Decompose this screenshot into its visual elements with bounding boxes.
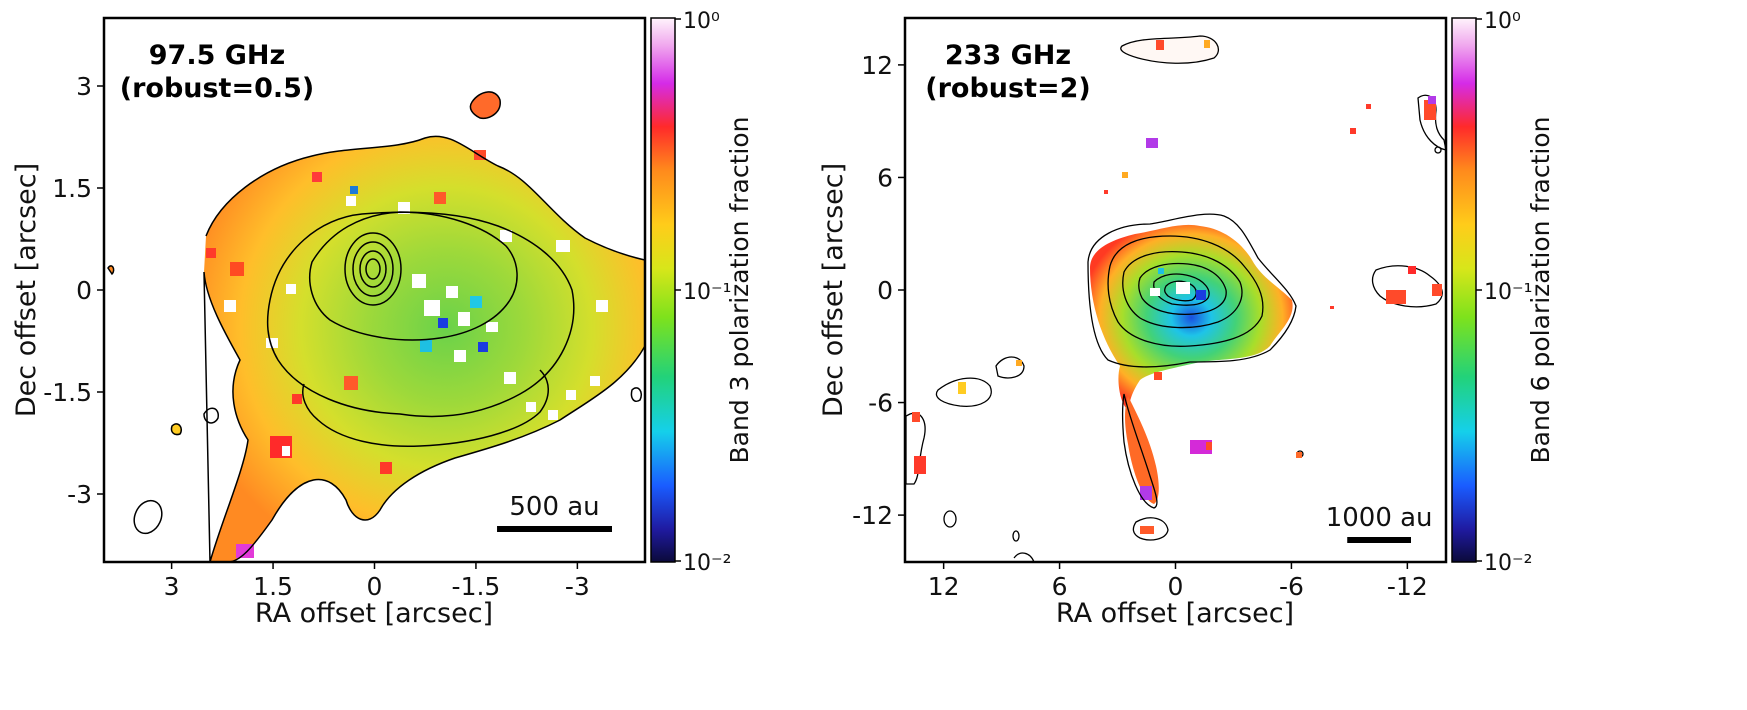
- x-axis-label-band6: RA offset [arcsec]: [1056, 598, 1294, 629]
- colorbar-band6: 10⁰ 10⁻¹ 10⁻² Band 6 polarization fracti…: [1451, 9, 1555, 576]
- beam-ellipse: [943, 510, 957, 528]
- y-tick-label: 0: [877, 276, 893, 305]
- map-band6: [905, 35, 1446, 562]
- y-tick-label: 12: [861, 51, 893, 80]
- contour-island-3: [170, 423, 183, 436]
- y-axis-label-band3: Dec offset [arcsec]: [11, 163, 42, 417]
- contours-band3: [107, 91, 645, 562]
- contour-island-4: [107, 265, 115, 276]
- colorbar-tick-mid-band3: 10⁻¹: [683, 280, 731, 305]
- y-ticks-band6: 12 6 0 -6 -12: [852, 51, 905, 530]
- x-tick-label: -6: [1279, 572, 1304, 601]
- colorbar-label-band3: Band 3 polarization fraction: [725, 117, 754, 464]
- contour-level-2: [1107, 235, 1264, 347]
- y-tick-label: -1.5: [43, 378, 92, 407]
- contour-level-3: [1122, 250, 1243, 329]
- panel-title-band3-freq: 97.5 GHz: [149, 40, 286, 71]
- contour-level-3: [302, 369, 549, 448]
- x-tick-label: -12: [1387, 572, 1428, 601]
- emission-core: [1090, 224, 1293, 410]
- panel-title-band6-robust: (robust=2): [925, 73, 1090, 104]
- contours-band6: [905, 35, 1446, 562]
- contour-level-2: [266, 211, 575, 418]
- polarization-patches: [206, 150, 608, 558]
- contour-level-6: [1164, 280, 1197, 302]
- scale-bar-label-band6: 1000 au: [1326, 503, 1433, 533]
- contour-level-5: [344, 232, 402, 306]
- x-axis-label-band3: RA offset [arcsec]: [255, 598, 493, 629]
- contour-level-1: [1087, 213, 1297, 368]
- panel-title-band3-robust: (robust=0.5): [120, 73, 315, 104]
- colorbar-gradient-band6: [1451, 17, 1477, 563]
- contour-island-5: [630, 387, 643, 402]
- colorbar-tick-bottom-band6: 10⁻²: [1484, 551, 1532, 576]
- panel-band3: 3 1.5 0 -1.5 -3 3 1.5 0 -1.5 -3 97.5 GHz (robust…: [11, 16, 647, 629]
- colorbar-tick-bottom-band3: 10⁻²: [683, 551, 731, 576]
- contour-island-1: [469, 91, 501, 120]
- x-tick-label: 12: [928, 572, 960, 601]
- contour-southeast-blob: [935, 377, 992, 407]
- contour-level-8: [365, 258, 381, 280]
- beam-ellipse: [133, 499, 163, 535]
- contour-west-blob: [1371, 265, 1443, 308]
- polarization-islands: [912, 40, 1442, 534]
- contour-tail: [1121, 393, 1158, 509]
- x-ticks-band3: 3 1.5 0 -1.5 -3: [164, 562, 590, 601]
- contour-level-7: [359, 250, 387, 288]
- y-tick-label: -6: [868, 389, 893, 418]
- panel-band6: 12 6 0 -6 -12 12 6 0 -6 -12 233 GHz (robust=2) 1…: [818, 16, 1448, 629]
- colorbar-tick-top-band6: 10⁰: [1484, 9, 1521, 34]
- contour-level-4: [1138, 262, 1227, 316]
- colorbar-gradient-band3: [650, 17, 676, 563]
- x-tick-label: 1.5: [253, 572, 293, 601]
- y-tick-label: 6: [877, 163, 893, 192]
- x-ticks-band6: 12 6 0 -6 -12: [928, 562, 1428, 601]
- contour-level-5: [1153, 273, 1210, 306]
- colorbar-band3: 10⁰ 10⁻¹ 10⁻² Band 3 polarization fracti…: [650, 9, 754, 576]
- contour-north: [1120, 35, 1219, 64]
- x-tick-label: -3: [565, 572, 590, 601]
- colorbar-label-band6: Band 6 polarization fraction: [1526, 117, 1555, 464]
- y-tick-label: -12: [852, 501, 893, 530]
- scale-bar-label-band3: 500 au: [509, 492, 599, 522]
- contour-south-blob: [1132, 517, 1169, 541]
- y-tick-label: -3: [67, 480, 92, 509]
- contour-level-1: [203, 135, 645, 562]
- y-axis-label-band6: Dec offset [arcsec]: [818, 163, 849, 417]
- x-tick-label: 0: [1168, 572, 1184, 601]
- y-ticks-band3: 3 1.5 0 -1.5 -3: [43, 72, 104, 509]
- colorbar-tick-top-band3: 10⁰: [683, 9, 720, 34]
- colorbar-tick-mid-band6: 10⁻¹: [1484, 280, 1532, 305]
- contour-level-6: [352, 241, 394, 297]
- x-tick-label: 6: [1052, 572, 1068, 601]
- x-tick-label: 0: [367, 572, 383, 601]
- y-tick-label: 3: [76, 72, 92, 101]
- map-band3: [107, 91, 645, 562]
- y-tick-label: 1.5: [52, 174, 92, 203]
- contour-island-2: [203, 407, 219, 424]
- contour-level-4: [309, 211, 518, 341]
- contour-east-blob: [995, 356, 1025, 379]
- y-tick-label: 0: [76, 276, 92, 305]
- x-tick-label: -1.5: [452, 572, 501, 601]
- panel-title-band6-freq: 233 GHz: [945, 40, 1071, 71]
- x-tick-label: 3: [164, 572, 180, 601]
